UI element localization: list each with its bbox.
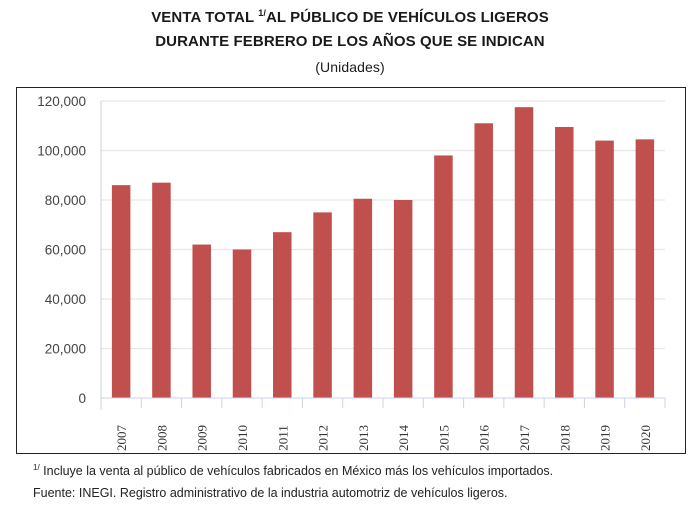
chart-title-line-2: DURANTE FEBRERO DE LOS AÑOS QUE SE INDIC… (155, 33, 545, 50)
bar-2015 (434, 155, 453, 398)
bar-2019 (595, 140, 614, 398)
y-tick-label: 40,000 (45, 292, 86, 307)
bars (111, 107, 655, 399)
bar-2016 (474, 123, 493, 399)
y-tick-label: 80,000 (45, 193, 86, 208)
y-tick-label: 20,000 (45, 342, 86, 357)
y-tick-label: 120,000 (37, 94, 86, 109)
chart-subtitle: (Unidades) (315, 59, 385, 75)
footnote: 1/ Incluye la venta al público de vehícu… (33, 463, 553, 478)
bar-2011 (273, 232, 292, 398)
chart-title-line-1: VENTA TOTAL 1/AL PÚBLICO DE VEHÍCULOS LI… (0, 8, 700, 26)
footnote-marker: 1/ (33, 463, 40, 472)
x-tick-label: 2007 (114, 425, 129, 452)
x-axis-labels: 2007 2008 2009 2010 2011 2012 2013 2014 2015 2016… (114, 425, 653, 452)
bar-2010 (232, 249, 252, 398)
x-tick-label: 2010 (235, 425, 250, 451)
bar-2009 (192, 244, 211, 398)
x-tick-label: 2017 (517, 425, 532, 452)
x-tick-label: 2013 (356, 425, 371, 451)
title-suffix: AL PÚBLICO DE VEHÍCULOS LIGEROS (265, 9, 549, 26)
title-footnote-marker: 1/ (258, 8, 266, 18)
bar-2012 (313, 212, 332, 398)
x-tick-label: 2009 (195, 425, 210, 451)
bar-2020 (635, 139, 655, 399)
x-axis (100, 101, 666, 410)
bar-2017 (514, 107, 534, 398)
chart-frame (16, 87, 686, 454)
x-tick-label: 2016 (477, 425, 492, 452)
bar-2013 (353, 198, 373, 398)
x-tick-label: 2020 (638, 425, 653, 451)
title-prefix: VENTA TOTAL (151, 9, 259, 26)
footnote-text: Incluye la venta al público de vehículos… (39, 464, 554, 479)
y-axis-ticks: 0 20,000 40,000 60,000 80,000 100,000 120,000 (37, 94, 86, 406)
gridlines (101, 100, 665, 350)
x-tick-label: 2012 (316, 425, 331, 451)
x-tick-label: 2015 (436, 425, 451, 451)
bar-2008 (152, 182, 171, 398)
bar-2007 (111, 185, 131, 398)
bar-2018 (555, 126, 574, 399)
x-tick-label: 2018 (557, 425, 572, 451)
x-tick-label: 2019 (598, 425, 613, 451)
y-tick-label: 100,000 (37, 144, 86, 159)
y-tick-label: 0 (78, 391, 86, 406)
source-note: Fuente: INEGI. Registro administrativo d… (33, 486, 508, 500)
bar-2014 (393, 200, 413, 398)
x-tick-label: 2014 (396, 425, 411, 452)
x-tick-label: 2008 (154, 425, 169, 451)
x-tick-label: 2011 (275, 425, 290, 451)
y-tick-label: 60,000 (45, 243, 86, 258)
